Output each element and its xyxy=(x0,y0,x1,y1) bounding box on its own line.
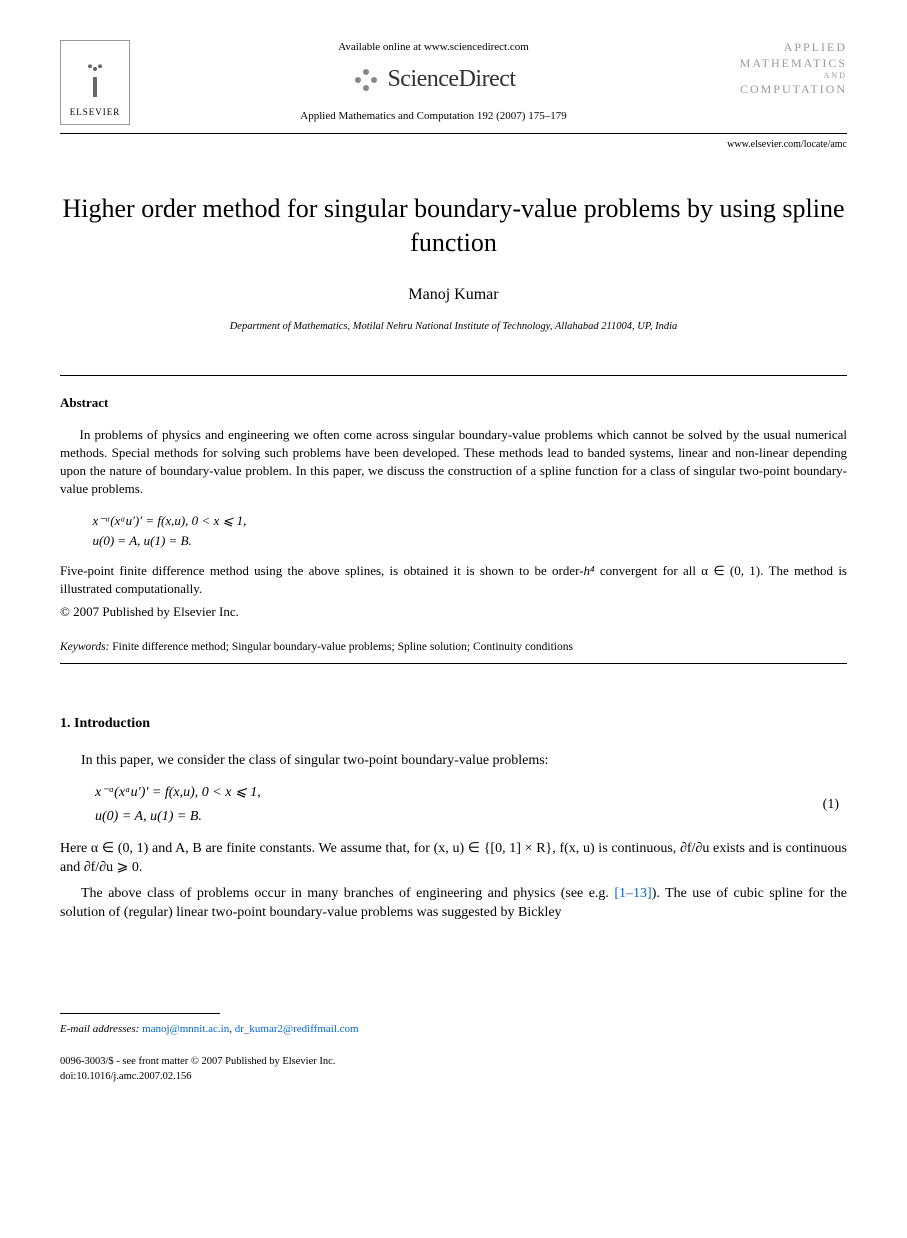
elsevier-tree-icon xyxy=(70,47,120,102)
keywords-line: Keywords: Finite difference method; Sing… xyxy=(60,639,847,655)
sciencedirect-logo: ScienceDirect xyxy=(130,63,737,97)
keywords-label: Keywords: xyxy=(60,641,109,653)
email-link-1[interactable]: manoj@mnnit.ac.in xyxy=(142,1023,229,1035)
email-label: E-mail addresses: xyxy=(60,1023,139,1035)
available-online-text: Available online at www.sciencedirect.co… xyxy=(130,40,737,55)
header-rule xyxy=(60,133,847,134)
abstract-paragraph-1: In problems of physics and engineering w… xyxy=(60,426,847,499)
elsevier-text: ELSEVIER xyxy=(70,106,121,119)
author-affiliation: Department of Mathematics, Motilal Nehru… xyxy=(60,320,847,335)
footer-info: 0096-3003/$ - see front matter © 2007 Pu… xyxy=(60,1055,847,1084)
intro-paragraph-1: In this paper, we consider the class of … xyxy=(60,751,847,771)
eq-line: x⁻ᵅ(xᵅu′)′ = f(x,u), 0 < x ⩽ 1, xyxy=(93,511,848,532)
jc-line: MATHEMATICS xyxy=(737,56,847,72)
abstract-paragraph-2: Five-point finite difference method usin… xyxy=(60,562,847,598)
intro-paragraph-2: Here α ∈ (0, 1) and A, B are finite cons… xyxy=(60,839,847,878)
abstract-equation: x⁻ᵅ(xᵅu′)′ = f(x,u), 0 < x ⩽ 1, u(0) = A… xyxy=(93,511,848,553)
abstract-bottom-rule xyxy=(60,663,847,664)
front-matter-line: 0096-3003/$ - see front matter © 2007 Pu… xyxy=(60,1055,847,1070)
abstract-top-rule xyxy=(60,375,847,376)
eq-line: x⁻ᵅ(xᵅu′)′ = f(x,u), 0 < x ⩽ 1, xyxy=(95,781,823,805)
footer-rule xyxy=(60,1013,220,1014)
p2-pre: Five-point finite difference method usin… xyxy=(60,563,584,578)
journal-cover: APPLIED MATHEMATICS AND COMPUTATION xyxy=(737,40,847,97)
journal-cover-title: APPLIED MATHEMATICS AND COMPUTATION xyxy=(737,40,847,97)
email-link-2[interactable]: dr_kumar2@rediffmail.com xyxy=(235,1023,359,1035)
section-heading-introduction: 1. Introduction xyxy=(60,714,847,734)
sciencedirect-icon xyxy=(351,65,381,95)
journal-reference: Applied Mathematics and Computation 192 … xyxy=(130,109,737,124)
eq-line: u(0) = A, u(1) = B. xyxy=(95,805,823,829)
eq-1-number: (1) xyxy=(823,795,839,815)
copyright-line: © 2007 Published by Elsevier Inc. xyxy=(60,603,847,621)
eq-line: u(0) = A, u(1) = B. xyxy=(93,531,848,552)
p2-h: h⁴ xyxy=(584,563,595,578)
reference-link[interactable]: [1–13] xyxy=(614,886,651,901)
author-name: Manoj Kumar xyxy=(60,284,847,306)
elsevier-logo: ELSEVIER xyxy=(60,40,130,125)
article-title: Higher order method for singular boundar… xyxy=(60,192,847,260)
p3-pre: The above class of problems occur in man… xyxy=(81,886,614,901)
jc-line: COMPUTATION xyxy=(737,82,847,98)
jc-line: APPLIED xyxy=(737,40,847,56)
center-header: Available online at www.sciencedirect.co… xyxy=(130,40,737,124)
jc-line: AND xyxy=(737,71,847,81)
equation-1: x⁻ᵅ(xᵅu′)′ = f(x,u), 0 < x ⩽ 1, u(0) = A… xyxy=(60,781,847,829)
intro-paragraph-3: The above class of problems occur in man… xyxy=(60,884,847,923)
sciencedirect-text: ScienceDirect xyxy=(387,63,515,97)
keywords-text: Finite difference method; Singular bound… xyxy=(112,641,573,653)
journal-url[interactable]: www.elsevier.com/locate/amc xyxy=(60,138,847,152)
email-line: E-mail addresses: manoj@mnnit.ac.in, dr_… xyxy=(60,1022,847,1037)
doi-line: doi:10.1016/j.amc.2007.02.156 xyxy=(60,1070,847,1085)
header-row: ELSEVIER Available online at www.science… xyxy=(60,40,847,125)
abstract-heading: Abstract xyxy=(60,394,847,412)
eq-1-content: x⁻ᵅ(xᵅu′)′ = f(x,u), 0 < x ⩽ 1, u(0) = A… xyxy=(95,781,823,829)
